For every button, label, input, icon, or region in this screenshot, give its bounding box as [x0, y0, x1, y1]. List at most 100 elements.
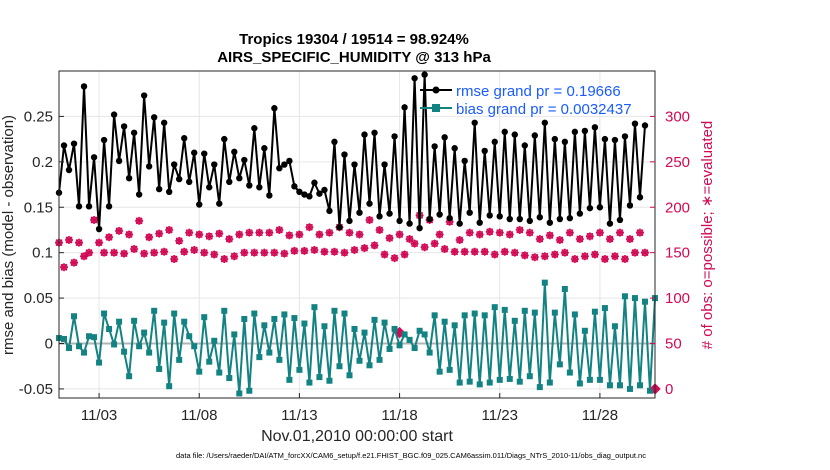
rmse-point	[140, 92, 148, 99]
obs-evaluated-marker	[315, 230, 324, 239]
bias-point	[86, 333, 93, 340]
bias-point	[626, 385, 633, 392]
rmse-point	[231, 148, 238, 156]
obs-evaluated-marker	[350, 245, 359, 254]
obs-evaluated-marker	[395, 230, 404, 239]
bias-point	[391, 325, 398, 332]
obs-evaluated-marker	[235, 230, 244, 239]
obs-evaluated-marker	[640, 248, 649, 257]
obs-evaluated-marker	[455, 235, 464, 244]
bias-point	[111, 341, 118, 348]
rmse-point	[165, 188, 173, 196]
rmse-point	[456, 220, 463, 227]
obs-evaluated-marker	[540, 252, 549, 261]
obs-evaluated-marker	[445, 217, 454, 226]
rmse-point	[130, 129, 138, 136]
data-file-footer: data file: /Users/raeder/DAI/ATM_forcXX/…	[176, 451, 646, 460]
obs-evaluated-marker	[200, 248, 209, 257]
rmse-point	[381, 161, 388, 168]
bias-point	[536, 384, 543, 391]
rmse-point	[160, 119, 168, 126]
bias-point	[126, 373, 133, 380]
rmse-point	[65, 166, 73, 174]
rmse-point	[145, 163, 153, 170]
rmse-point	[95, 225, 103, 233]
rmse-point	[481, 147, 488, 155]
rmse-point	[201, 150, 208, 157]
bias-point	[461, 312, 468, 319]
bias-point	[216, 369, 223, 376]
rmse-point	[611, 136, 619, 144]
right-tick-label: 100	[665, 290, 690, 307]
rmse-point	[416, 224, 423, 232]
obs-evaluated-marker	[460, 247, 469, 256]
rmse-point	[346, 217, 353, 225]
bias-point	[281, 311, 288, 318]
legend-rmse-marker	[432, 86, 440, 94]
obs-evaluated-marker	[400, 250, 409, 259]
obs-evaluated-marker	[260, 248, 269, 257]
rmse-point	[371, 129, 378, 136]
obs-evaluated-marker	[80, 252, 89, 261]
rmse-point	[631, 120, 639, 127]
rmse-point	[401, 104, 408, 111]
rmse-point	[471, 119, 478, 126]
obs-evaluated-marker	[190, 245, 199, 254]
bias-point	[361, 329, 368, 336]
rmse-point	[391, 133, 398, 140]
obs-evaluated-marker	[85, 248, 94, 257]
rmse-point	[596, 204, 604, 211]
x-axis-ticks: 11/03 11/08 11/13 11/18 11/23 11/28	[81, 393, 618, 424]
bias-point	[161, 319, 168, 326]
obs-evaluated-marker	[140, 249, 149, 258]
left-axis-ticks: -0.05 0 0.05 0.1 0.15 0.2 0.25	[19, 108, 64, 398]
rmse-point	[546, 219, 554, 226]
obs-evaluated-marker	[130, 245, 139, 254]
bias-point	[286, 376, 293, 383]
obs-evaluated-marker	[225, 235, 234, 244]
right-axis-ticks: 0 50 100 150 200 250 300	[650, 108, 690, 398]
chart-title-line2: AIRS_SPECIFIC_HUMIDITY @ 313 hPa	[217, 49, 491, 66]
obs-evaluated-marker	[390, 254, 399, 263]
bias-point	[221, 307, 228, 314]
left-tick-label: -0.05	[19, 381, 53, 398]
rmse-point	[556, 215, 564, 223]
rmse-point	[326, 207, 333, 215]
chart-title-line1: Tropics 19304 / 19514 = 98.924%	[239, 31, 469, 48]
obs-evaluated-marker	[290, 246, 299, 255]
bias-point	[236, 390, 243, 397]
obs-evaluated-marker	[630, 248, 639, 257]
obs-evaluated-marker	[255, 228, 264, 237]
rmse-point	[221, 135, 228, 143]
y-axis-label-left: rmse and bias (model - observation)	[0, 115, 17, 355]
bias-point	[101, 310, 108, 317]
rmse-point	[561, 138, 569, 146]
obs-evaluated-marker	[275, 225, 284, 234]
bias-point	[146, 349, 153, 356]
bias-point	[251, 310, 258, 317]
bias-point	[106, 325, 113, 332]
obs-evaluated-marker	[70, 258, 79, 267]
obs-evaluated-marker	[435, 230, 444, 239]
rmse-point	[206, 184, 213, 191]
bias-point	[166, 383, 173, 390]
bias-point	[606, 382, 613, 389]
obs-evaluated-marker	[330, 247, 339, 256]
obs-evaluated-marker	[345, 228, 354, 237]
rmse-point	[241, 156, 248, 164]
bias-point	[256, 354, 263, 361]
rmse-point	[551, 135, 559, 143]
rmse-point	[170, 161, 178, 168]
legend-bias-label: bias grand pr = 0.0032437	[456, 101, 632, 118]
right-tick-label: 300	[665, 108, 690, 125]
obs-evaluated-marker	[300, 246, 309, 255]
obs-evaluated-marker	[155, 229, 164, 238]
obs-evaluated-marker	[610, 252, 619, 261]
rmse-line	[58, 74, 646, 230]
rmse-point	[351, 161, 358, 168]
bias-point	[576, 380, 583, 387]
bias-point	[181, 318, 188, 325]
obs-evaluated-marker	[620, 255, 629, 264]
bias-point	[421, 331, 428, 338]
bias-point	[71, 313, 78, 320]
